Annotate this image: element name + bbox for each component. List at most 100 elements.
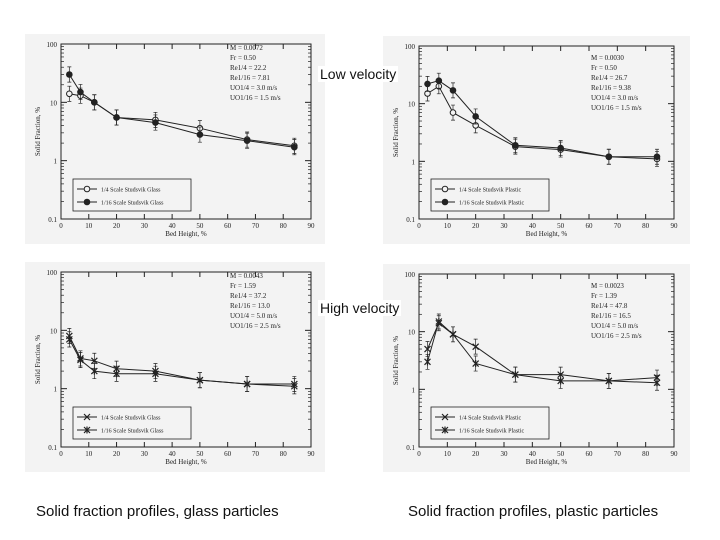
x-tick-label: 60 <box>224 450 232 458</box>
parameters: M = 0.0030 Fr = 0.50 Re1/4 = 26.7 Re1/16 = … <box>591 54 642 112</box>
data-point <box>605 377 613 385</box>
parameter-text: UO1/4 = 3.0 m/s <box>230 84 277 92</box>
high-velocity-label: High velocity <box>318 300 402 316</box>
data-point <box>91 99 98 106</box>
data-point <box>243 137 251 144</box>
parameter-text: Re1/16 = 16.5 <box>591 312 631 320</box>
parameter-text: Re1/16 = 9.38 <box>591 84 631 92</box>
low-velocity-label: Low velocity <box>318 66 399 82</box>
data-point <box>113 114 120 121</box>
x-axis: 0 10 20 30 40 50 60 70 80 90 <box>417 274 678 458</box>
series-line <box>68 339 295 387</box>
data-point <box>152 119 159 126</box>
x-tick-label: 30 <box>141 222 149 230</box>
x-tick-label: 50 <box>557 450 565 458</box>
y-tick-label: 0.1 <box>48 216 57 224</box>
legend-marker <box>83 198 91 206</box>
plot-frame <box>60 43 312 220</box>
y-tick-label: 100 <box>405 271 416 279</box>
data-point <box>196 376 204 384</box>
legend-marker <box>83 426 91 434</box>
x-tick-label: 60 <box>586 450 594 458</box>
legend-marker <box>441 185 449 193</box>
x-tick-label: 80 <box>642 450 650 458</box>
data-point <box>65 335 73 343</box>
parameter-text: Re1/4 = 37.2 <box>230 292 267 300</box>
legend-marker <box>441 198 449 206</box>
y-axis-title: Solid Fraction, % <box>34 107 42 156</box>
data-point <box>152 370 159 378</box>
plot-frame <box>418 273 675 448</box>
x-tick-label: 50 <box>196 450 204 458</box>
series-2 <box>65 331 298 395</box>
series-2 <box>424 72 661 165</box>
series-1 <box>65 328 298 393</box>
parameter-text: Re1/4 = 22.2 <box>230 64 267 72</box>
x-tick-label: 80 <box>280 222 288 230</box>
data-point <box>605 153 613 161</box>
x-tick-label: 70 <box>614 222 622 230</box>
caption-plastic: Solid fraction profiles, plastic particl… <box>408 503 659 520</box>
x-tick-label: 40 <box>169 450 177 458</box>
parameter-text: M = 0.0023 <box>591 282 624 290</box>
data-point <box>472 360 480 368</box>
data-point <box>472 113 479 120</box>
data-point <box>435 77 443 85</box>
plot-frame <box>418 45 675 220</box>
legend-box <box>430 178 550 212</box>
chart-panel-glass-high: 0.1 1 10 100 0 10 20 30 40 50 60 70 80 90 Bed Height, … <box>25 262 325 472</box>
legend-entry: 1/4 Scale Studsvik Plastic <box>459 188 522 194</box>
data-point <box>424 358 431 366</box>
parameter-text: Re1/4 = 26.7 <box>591 74 628 82</box>
x-tick-label: 80 <box>642 222 650 230</box>
data-point <box>424 345 431 353</box>
x-tick-label: 10 <box>444 450 452 458</box>
series-line <box>427 80 657 158</box>
x-tick-label: 50 <box>196 222 204 230</box>
parameter-text: M = 0.0043 <box>230 272 263 280</box>
x-tick-label: 0 <box>417 450 421 458</box>
parameter-text: Fr = 1.39 <box>591 292 617 300</box>
legend-entry: 1/16 Scale Studsvik Plastic <box>459 201 525 207</box>
series-line <box>427 320 658 384</box>
chart-glass-high: 0.1 1 10 100 0 10 20 30 40 50 60 70 80 90 Bed Height, … <box>34 269 315 466</box>
data-point <box>290 382 298 390</box>
y-axis: 0.1 1 10 100 <box>47 269 311 452</box>
parameters: M = 0.0043 Fr = 1.59 Re1/4 = 37.2 Re1/16 = … <box>230 272 281 330</box>
x-tick-label: 0 <box>59 450 63 458</box>
legend-entry: 1/16 Scale Studsvik Glass <box>101 201 164 207</box>
parameter-text: Re1/16 = 13.0 <box>230 302 270 310</box>
x-tick-label: 0 <box>417 222 421 230</box>
x-tick-label: 20 <box>472 450 480 458</box>
x-tick-label: 20 <box>113 222 121 230</box>
y-tick-label: 1 <box>412 386 416 394</box>
parameter-text: UO1/4 = 5.0 m/s <box>230 312 277 320</box>
x-tick-label: 30 <box>501 450 509 458</box>
chart-plastic-low: 0.1 1 10 100 0 10 20 30 40 50 60 70 80 90 Bed Height, … <box>392 43 678 238</box>
y-axis: 0.1 1 10 100 <box>405 271 674 452</box>
parameters: M = 0.0023 Fr = 1.39 Re1/4 = 47.8 Re1/16 = … <box>591 282 642 340</box>
x-tick-label: 20 <box>113 450 121 458</box>
plot-frame <box>60 271 312 448</box>
x-tick-label: 90 <box>308 222 316 230</box>
data-point <box>449 330 457 338</box>
x-tick-label: 60 <box>224 222 232 230</box>
data-point <box>196 131 204 138</box>
legend-box <box>72 406 192 440</box>
data-point <box>291 143 298 151</box>
y-tick-label: 0.1 <box>406 216 415 224</box>
x-axis: 0 10 20 30 40 50 60 70 80 90 <box>417 46 678 230</box>
x-axis: 0 10 20 30 40 50 60 70 80 90 <box>59 272 315 458</box>
x-tick-label: 20 <box>472 222 480 230</box>
data-point <box>113 370 120 378</box>
data-point <box>472 343 480 351</box>
parameter-text: UO1/4 = 3.0 m/s <box>591 94 638 102</box>
parameters: M = 0.0072 Fr = 0.50 Re1/4 = 22.2 Re1/16 = … <box>230 44 281 102</box>
data-point <box>90 367 98 375</box>
data-point <box>66 71 73 78</box>
chart-glass-low: 0.1 1 10 100 0 10 20 30 40 50 60 70 80 90 Bed Height, … <box>34 41 316 238</box>
y-tick-label: 10 <box>50 99 58 107</box>
x-tick-label: 10 <box>85 222 93 230</box>
x-tick-label: 30 <box>501 222 509 230</box>
x-tick-label: 60 <box>586 222 594 230</box>
